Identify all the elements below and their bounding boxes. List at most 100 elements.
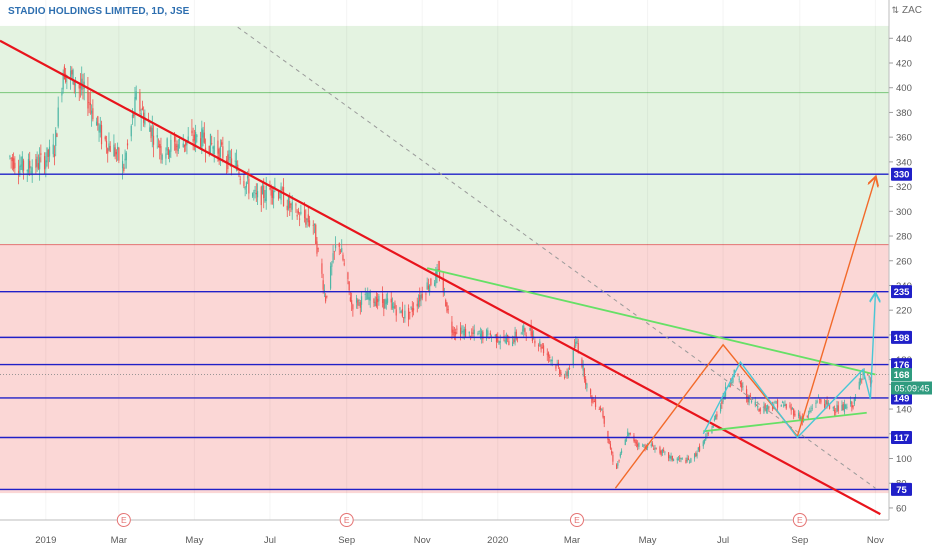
candle-body xyxy=(383,299,385,309)
candle-body xyxy=(485,329,488,339)
candle-body xyxy=(698,445,701,452)
candle-body xyxy=(772,405,774,410)
candle-body xyxy=(446,302,448,312)
candle-body xyxy=(173,136,176,142)
candle-body xyxy=(696,453,698,457)
candle-body xyxy=(869,380,872,383)
candle-body xyxy=(447,309,449,311)
candle-body xyxy=(473,329,475,334)
candle-body xyxy=(820,399,822,403)
level-label: 117 xyxy=(894,433,909,444)
candle-body xyxy=(290,204,292,205)
candle-body xyxy=(185,141,187,146)
candle-body xyxy=(577,342,579,352)
candle-body xyxy=(541,347,543,348)
candle-body xyxy=(789,405,791,407)
candle-body xyxy=(177,144,179,152)
candle-body xyxy=(45,160,47,169)
earnings-marker[interactable] xyxy=(339,513,354,527)
price-axis[interactable] xyxy=(889,0,932,550)
candle-body xyxy=(375,297,378,307)
candle-body xyxy=(152,135,155,145)
candle-body xyxy=(651,443,654,447)
candle-body xyxy=(360,296,363,305)
candle-body xyxy=(175,143,177,151)
earnings-marker[interactable] xyxy=(569,513,584,527)
y-tick-label: 260 xyxy=(896,256,912,267)
candle-body xyxy=(270,185,272,196)
candle-body xyxy=(297,210,299,214)
time-axis[interactable] xyxy=(0,520,889,550)
orange-projection[interactable] xyxy=(614,178,875,489)
candle-body xyxy=(238,171,240,176)
countdown-box xyxy=(891,381,932,395)
candle-body xyxy=(565,373,567,375)
candle-body xyxy=(341,248,343,253)
candle-body xyxy=(442,278,444,293)
candle-body xyxy=(495,334,498,343)
candle-body xyxy=(668,452,670,459)
main-downtrend[interactable] xyxy=(0,39,881,516)
earnings-label: E xyxy=(574,515,580,525)
candle-body xyxy=(139,92,141,112)
candle-body xyxy=(256,191,259,198)
currency-label: ZAC xyxy=(902,5,922,16)
candle-body xyxy=(861,378,863,380)
candle-body xyxy=(125,152,127,161)
swap-icon: ⇅ xyxy=(891,5,899,15)
candle-body xyxy=(697,447,699,451)
candle-body xyxy=(638,442,640,448)
candle-body xyxy=(695,453,697,457)
level-label: 330 xyxy=(894,170,910,181)
candle-body xyxy=(131,114,134,119)
candle-body xyxy=(775,402,777,404)
candle-body xyxy=(27,158,30,173)
level-label-box xyxy=(891,358,912,372)
cyan-projection[interactable] xyxy=(702,294,875,439)
candle-body xyxy=(47,149,49,157)
candle-body xyxy=(100,125,103,145)
candle-body xyxy=(755,404,758,406)
candle-body xyxy=(115,151,117,155)
candle-body xyxy=(549,356,551,358)
candle-body xyxy=(633,435,635,442)
candle-body xyxy=(409,311,411,314)
earnings-marker[interactable] xyxy=(116,513,131,527)
y-tick-label: 220 xyxy=(896,306,912,317)
candle-body xyxy=(703,439,706,443)
candle-body xyxy=(135,91,137,100)
candle-body xyxy=(364,294,366,295)
candle-body xyxy=(661,449,664,454)
candle-body xyxy=(149,127,151,132)
candle-body xyxy=(170,139,172,152)
candle-body xyxy=(352,304,354,310)
candle-body xyxy=(72,69,74,84)
candle-body xyxy=(524,328,526,333)
candle-body xyxy=(36,156,38,167)
y-tick-label: 60 xyxy=(896,503,907,514)
candle-body xyxy=(358,300,360,301)
candle-body xyxy=(150,126,152,139)
candle-body xyxy=(211,143,213,145)
candle-body xyxy=(265,185,267,202)
candle-body xyxy=(783,404,785,407)
candle-body xyxy=(616,464,618,469)
triangle-upper[interactable] xyxy=(426,267,876,376)
candle-body xyxy=(456,328,458,330)
candle-body xyxy=(403,317,405,319)
candle-body xyxy=(156,135,158,138)
candle-body xyxy=(157,145,160,147)
green-zone xyxy=(0,25,889,245)
earnings-marker[interactable] xyxy=(792,513,807,527)
candle-body xyxy=(165,153,167,159)
candle-body xyxy=(124,158,126,161)
candle-body xyxy=(243,180,245,187)
candle-body xyxy=(749,395,751,398)
candle-body xyxy=(183,144,186,147)
currency-selector[interactable]: ⇅ ZAC xyxy=(891,5,922,16)
candle-body xyxy=(833,410,836,412)
candle-body xyxy=(594,399,597,408)
dashed-diagonal[interactable] xyxy=(237,26,876,489)
